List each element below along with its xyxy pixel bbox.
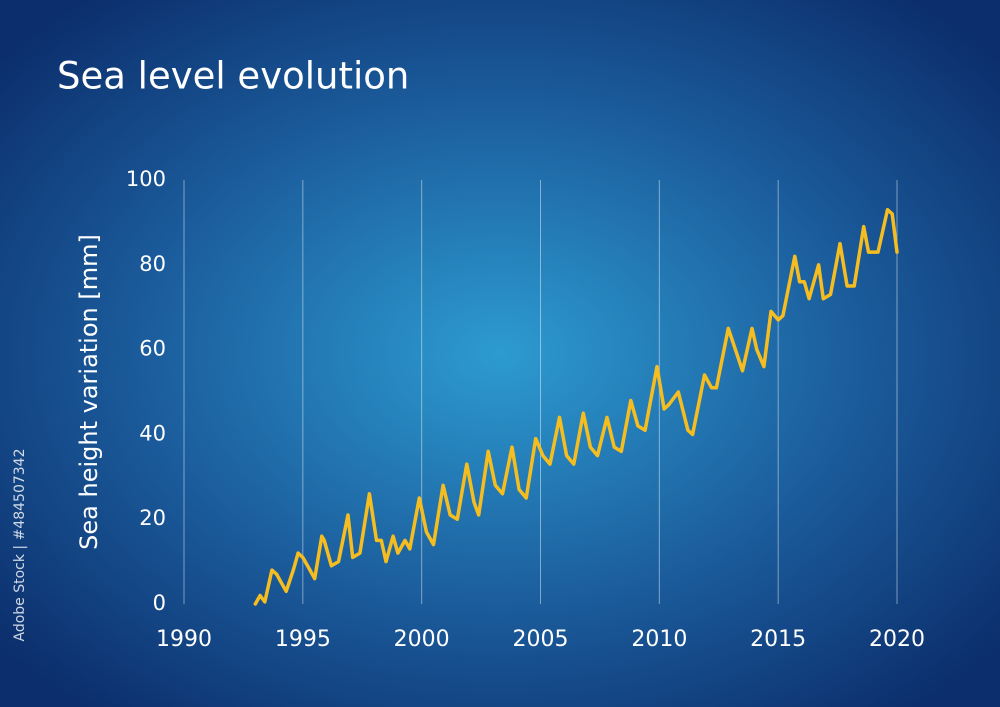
x-tick-label: 2010 [631,627,687,652]
x-tick-label: 1995 [275,627,331,652]
y-tick-label: 100 [126,167,166,191]
y-tick-label: 60 [139,337,166,361]
y-tick-label: 40 [139,421,166,445]
y-tick-label: 0 [153,591,166,615]
x-tick-label: 1990 [156,627,212,652]
y-axis-label: Sea height variation [mm] [75,234,103,550]
y-tick-label: 80 [139,252,166,276]
x-tick-label: 2015 [750,627,806,652]
data-line [253,207,899,606]
x-tick-label: 2020 [869,627,925,652]
side-label: Adobe Stock | #484507342 [12,449,28,642]
x-tick-label: 2005 [513,627,569,652]
x-tick-label: 2000 [394,627,450,652]
y-tick-label: 20 [139,506,166,530]
chart-title: Sea level evolution [57,55,409,98]
